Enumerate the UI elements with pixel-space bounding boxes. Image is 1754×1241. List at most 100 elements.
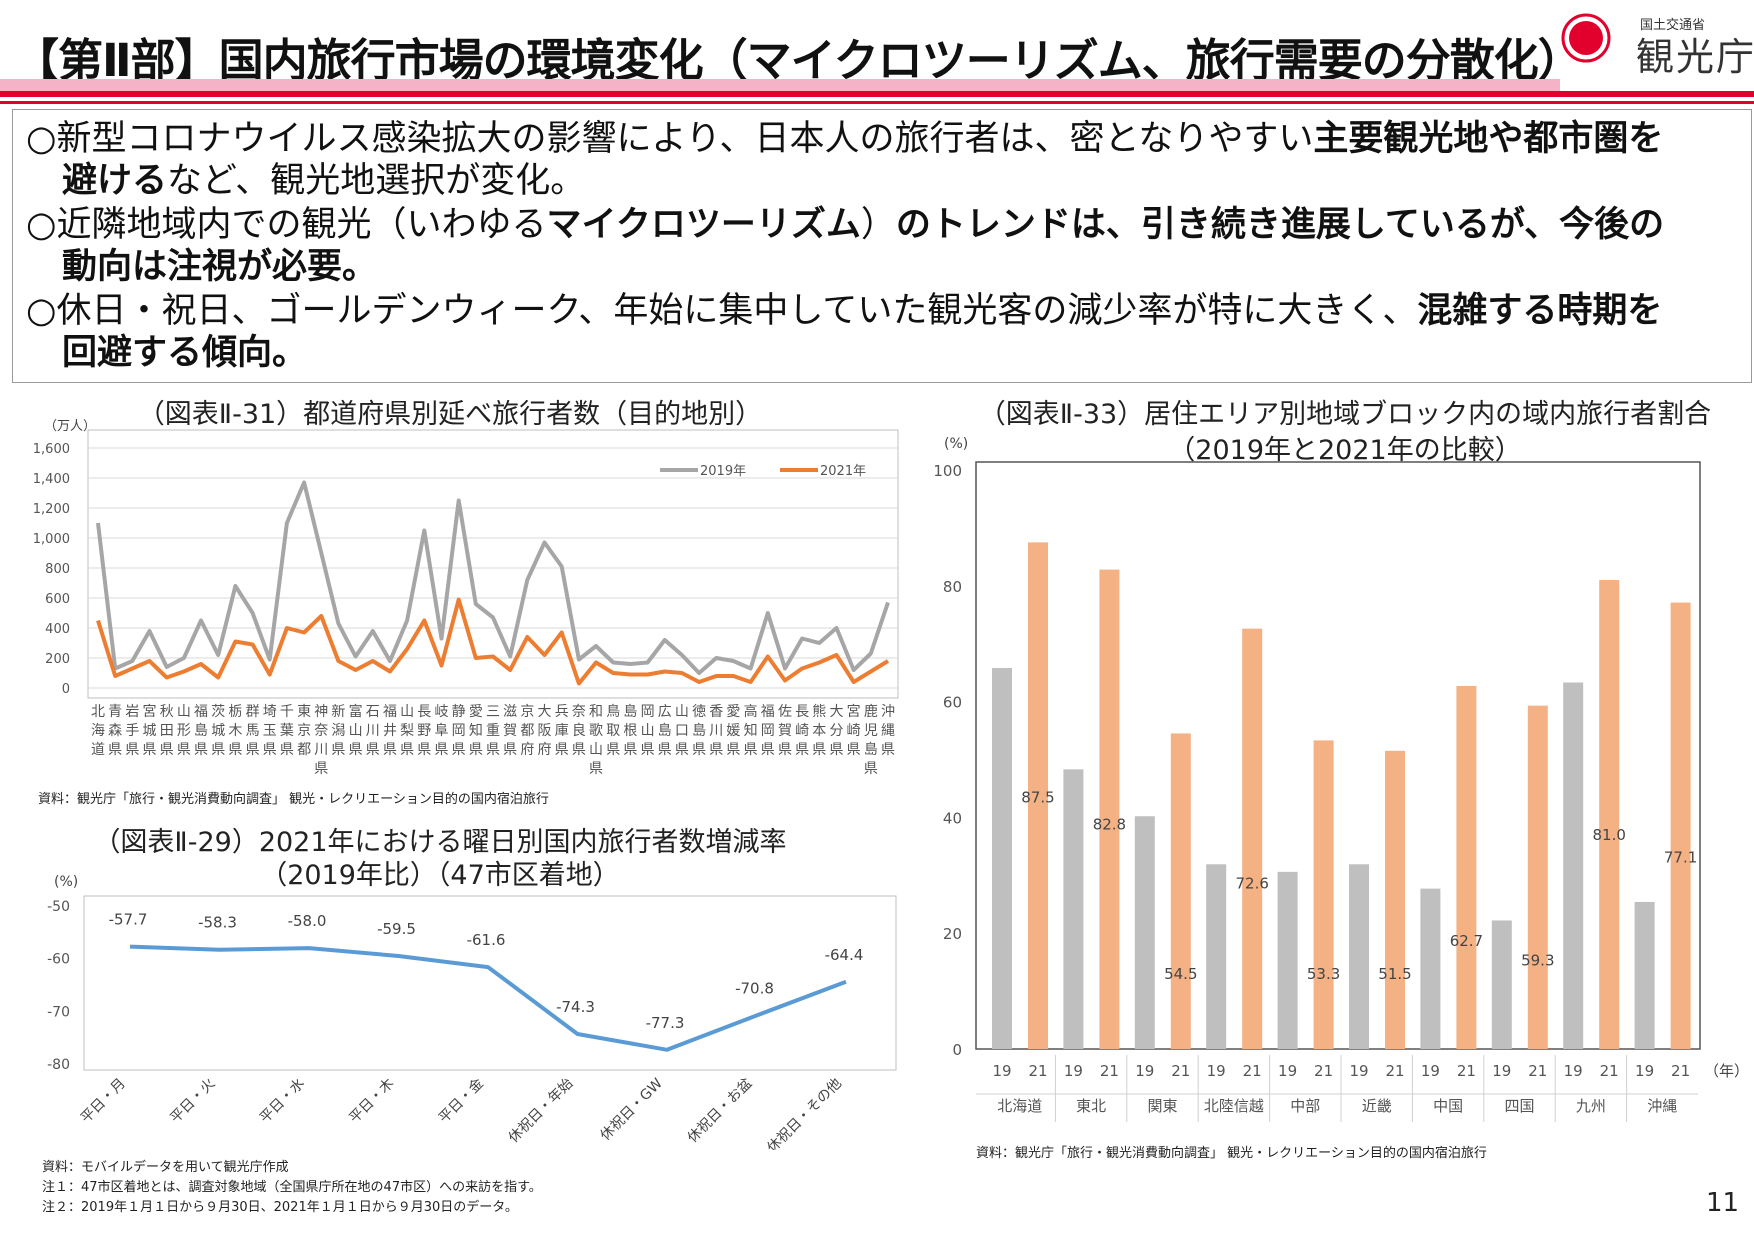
chart33-ytick: 100 [933,462,962,480]
chart31-xtick: 県 [434,742,448,758]
chart29-ytick: -70 [47,1004,70,1020]
chart31-xtick: 埼 [263,704,277,720]
chart31-xtick: 県 [314,761,328,777]
chart33-year-tick: 19 [1207,1062,1226,1080]
chart31-xtick: 広 [658,704,672,720]
chart33-year-tick: 21 [1100,1062,1119,1080]
chart31-xtick: 県 [795,742,809,758]
chart33-ytick: 0 [952,1041,962,1059]
chart31-xtick: 崎 [795,723,809,739]
chart33-data-label: 82.8 [1093,816,1126,834]
chart33-bar-2021 [1527,705,1548,1049]
chart31-legend-label: 2021年 [820,464,866,479]
chart31-xtick: 田 [160,723,174,739]
chart31-ytick: 400 [45,622,70,637]
chart31-xtick: 島 [864,742,878,758]
chart31-xtick: 根 [623,723,637,739]
chart31-xtick: 山 [675,704,689,720]
chart33-bar-2019 [1491,920,1512,1049]
bullet-3-line-1: ○休日・祝日、ゴールデンウィーク、年始に集中していた観光客の減少率が特に大きく、… [26,291,1663,331]
chart33-data-label: 51.5 [1378,965,1411,983]
chart33-bar-2021 [1028,542,1048,1049]
chart31-xtick: 京 [520,704,534,720]
chart31-xtick: 県 [709,742,723,758]
chart31-xtick: 鹿 [864,703,878,720]
chart31-xtick: 山 [177,704,191,720]
chart31-xtick: 城 [211,723,225,739]
chart33-category-label: 近畿 [1362,1097,1392,1115]
chart31-xtick: 兵 [555,704,569,720]
chart33-bar-2019 [1634,901,1655,1049]
chart33-data-label: 72.6 [1235,875,1268,893]
chart31-xtick: 山 [349,723,363,739]
chart31-ylabel: （万人） [44,419,96,434]
chart31-xtick: 県 [108,742,122,758]
chart31-xtick: 道 [91,742,105,758]
chart33-bar-2019 [992,668,1012,1049]
chart29-data-label: -74.3 [556,998,595,1016]
chart33-category-label: 東北 [1076,1097,1106,1115]
chart29-xtick: 平日・火 [167,1076,218,1127]
bullet-2-line-1: ○近隣地域内での観光（いわゆるマイクロツーリズム）のトレンドは、引き続き進展して… [26,205,1665,245]
title-underline-red [0,91,1754,97]
chart31-xtick: 庫 [555,722,569,739]
chart31-xtick: 県 [469,742,483,758]
chart31-xtick: 県 [486,742,500,758]
chart31-xtick: 県 [881,742,895,758]
chart31-xtick: 分 [829,723,843,739]
chart31-xtick: 和 [589,704,603,720]
chart31-xtick: 県 [503,742,517,758]
chart31-xtick: 形 [177,723,191,739]
chart31-title: （図表Ⅱ-31）都道府県別延べ旅行者数（目的地別） [137,399,763,430]
chart31-xtick: 媛 [726,723,740,739]
chart31-xtick: 県 [211,742,225,758]
chart29-note-1: 注１：47市区着地とは、調査対象地域（全国県庁所在地の47市区）への来訪を指す。 [42,1180,542,1195]
chart29-subtitle: （2019年比）（47市区着地） [260,860,620,891]
chart31-xtick: 県 [761,742,775,758]
agency-label: 観光庁 [1636,35,1754,79]
chart31-xtick: 県 [280,742,294,758]
chart33-category-label: 中部 [1290,1097,1320,1115]
chart31-xtick: 島 [658,723,672,739]
summary-box [12,109,1752,383]
chart31-xtick: 佐 [778,704,792,720]
chart31-xtick: 重 [486,723,500,739]
chart33-category-label: 北海道 [997,1097,1042,1115]
chart33-category-label: 北陸信越 [1204,1097,1264,1115]
chart33-xunit: （年） [1704,1062,1749,1080]
chart31-xtick: 縄 [881,723,895,739]
chart29-data-label: -77.3 [646,1014,685,1032]
chart33-year-tick: 19 [992,1062,1011,1080]
chart31-series-2021年 [96,597,890,686]
chart31-xtick: 井 [383,723,397,739]
chart31-series-2019年 [96,480,890,675]
bullet-1-line-1: ○新型コロナウイルス感染拡大の影響により、日本人の旅行者は、密となりやすい主要観… [26,119,1664,159]
chart29-xtick: 休祝日・お盆 [685,1076,756,1147]
chart29-xtick: 休祝日・年始 [506,1076,577,1147]
chart29-xtick: 平日・木 [346,1076,397,1127]
chart29-note-2: 注２：2019年１月１日から９月30日、2021年１月１日から９月30日のデータ… [42,1200,518,1215]
chart33-year-tick: 21 [1671,1062,1690,1080]
chart31-xtick: 県 [263,742,277,758]
chart31-xtick: 茨 [211,704,225,720]
chart33-category-label: 四国 [1504,1097,1534,1115]
chart29-ytick: -50 [47,899,70,915]
chart33-year-tick: 21 [1171,1062,1190,1080]
chart31-xtick: 野 [417,723,431,739]
chart31-xtick: 都 [520,723,534,739]
chart29-xtick: 平日・金 [436,1076,487,1127]
chart31-xtick: 県 [331,742,345,758]
chart31-xtick: 石 [366,704,380,720]
chart33-year-tick: 19 [1564,1062,1583,1080]
chart33-data-label: 59.3 [1521,952,1554,970]
chart31-xtick: 県 [228,742,242,758]
chart31-xtick: 岡 [452,723,466,739]
chart29-ytick: -80 [47,1057,70,1073]
chart31-xtick: 賀 [503,723,517,739]
chart29-data-label: -58.3 [198,914,237,932]
chart33-bar-2021 [1170,733,1191,1049]
chart31: （万人） 0 200 400 600 800 1,000 1,200 1,400 1,600 201… [33,419,899,777]
chart33-ytick: 60 [943,694,962,712]
chart33-data-label: 54.5 [1164,965,1197,983]
chart31-xtick: 宮 [143,704,157,720]
